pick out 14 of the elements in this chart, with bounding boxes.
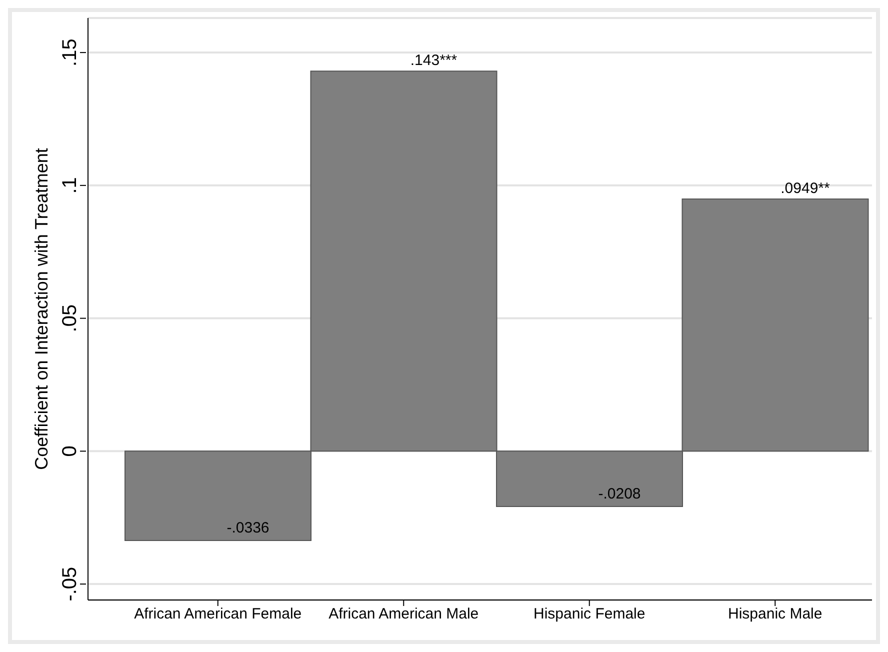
data-label: .143*** [410, 52, 458, 70]
y-tick-label: .1 [59, 177, 81, 194]
y-axis-title: Coefficient on Interaction with Treatment [31, 148, 52, 470]
data-label: .0949** [780, 180, 830, 197]
x-tick-label: African American Female [134, 606, 302, 623]
y-tick-label: .05 [59, 304, 81, 332]
y-tick-label: -.05 [59, 566, 81, 602]
data-label: -.0336 [226, 519, 270, 536]
x-tick-label: Hispanic Female [534, 606, 646, 623]
x-tick-label: Hispanic Male [728, 606, 822, 623]
y-tick-label: 0 [59, 446, 81, 457]
data-label: -.0208 [598, 485, 641, 502]
y-tick-label: .15 [59, 38, 81, 66]
x-tick-label: African American Male [328, 606, 479, 623]
